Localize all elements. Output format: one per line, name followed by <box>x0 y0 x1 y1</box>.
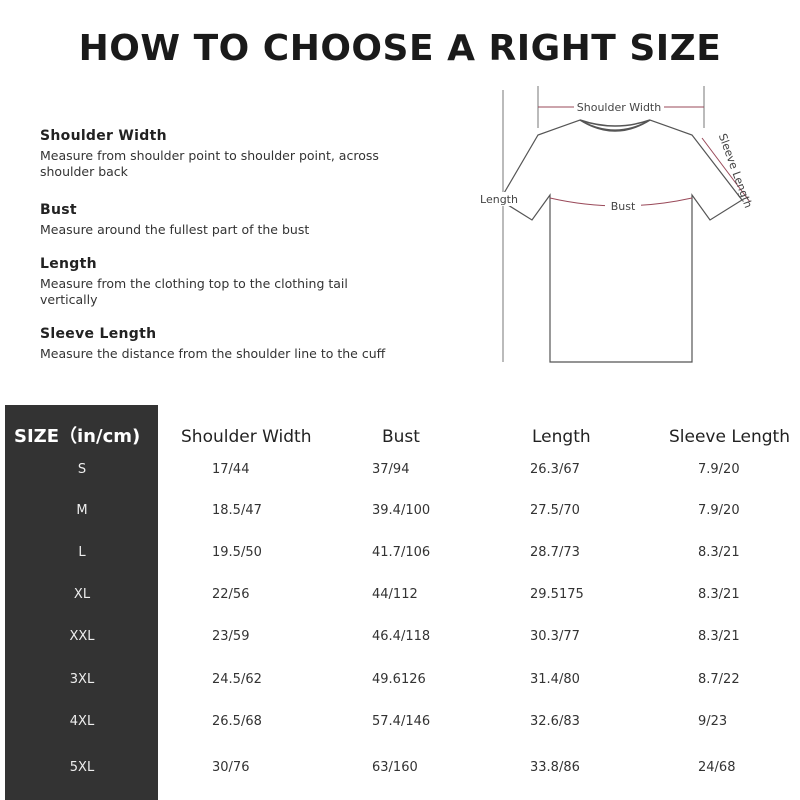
column-header: Sleeve Length <box>669 427 790 447</box>
size-label: XXL <box>69 629 95 644</box>
label-bg <box>605 199 641 213</box>
size-value: 37/94 <box>372 462 410 477</box>
guide-heading: Bust <box>40 202 77 218</box>
guide-text: Measure the distance from the shoulder l… <box>40 346 386 361</box>
size-value: 17/44 <box>212 462 250 477</box>
guide-item: Sleeve Length Measure the distance from t… <box>40 326 420 362</box>
size-label: XL <box>73 587 91 602</box>
size-label: L <box>78 545 86 560</box>
guide-item: Bust Measure around the fullest part of t… <box>40 202 420 238</box>
size-value: 8.3/21 <box>698 629 740 644</box>
size-value: 39.4/100 <box>372 503 431 518</box>
size-value: 7.9/20 <box>698 503 740 518</box>
size-value: 19.5/50 <box>212 545 262 560</box>
size-value: 26.3/67 <box>530 462 580 477</box>
size-value: 29.5175 <box>530 587 584 602</box>
size-value: 31.4/80 <box>530 672 580 687</box>
sleeve-line <box>701 137 751 203</box>
column-header: Shoulder Width <box>181 427 312 447</box>
column-header: Bust <box>382 427 420 447</box>
size-value: 63/160 <box>372 760 418 775</box>
size-value: 30.3/77 <box>530 629 580 644</box>
size-value: 23/59 <box>212 629 250 644</box>
guide-heading: Shoulder Width <box>40 128 167 144</box>
guide-item: Length Measure from the clothing top to t… <box>40 256 420 308</box>
tshirt-diagram: Shoulder Width Length Bust Sleeve Length <box>478 86 755 363</box>
size-value: 49.6126 <box>372 672 426 687</box>
column-header: Length <box>532 427 591 447</box>
size-value: 18.5/47 <box>212 503 262 518</box>
size-value: 8.3/21 <box>698 545 740 560</box>
size-label: 3XL <box>69 672 95 687</box>
guide-text: Measure from shoulder point to shoulder … <box>40 148 379 179</box>
size-value: 28.7/73 <box>530 545 580 560</box>
size-column-bg <box>5 405 158 800</box>
guide-text: Measure around the fullest part of the b… <box>40 222 310 237</box>
size-value: 8.3/21 <box>698 587 740 602</box>
size-label: S <box>77 462 87 477</box>
size-value: 32.6/83 <box>530 714 580 729</box>
size-value: 44/112 <box>372 587 418 602</box>
title: HOW TO CHOOSE A RIGHT SIZE <box>78 28 722 69</box>
diagram-label: Length <box>480 193 518 206</box>
collar <box>579 119 651 132</box>
size-value: 57.4/146 <box>372 714 431 729</box>
label-bg <box>574 99 664 115</box>
size-value: 24.5/62 <box>212 672 262 687</box>
size-value: 24/68 <box>698 760 736 775</box>
guide-heading: Sleeve Length <box>40 326 157 342</box>
column-header: SIZE（in/cm) <box>14 426 141 447</box>
size-value: 8.7/22 <box>698 672 740 687</box>
label-bg <box>478 192 520 206</box>
size-label: 5XL <box>69 760 95 775</box>
size-value: 22/56 <box>212 587 250 602</box>
diagram-label: Bust <box>611 200 636 213</box>
size-value: 46.4/118 <box>372 629 431 644</box>
size-value: 9/23 <box>698 714 728 729</box>
guide-item: Shoulder Width Measure from shoulder poin… <box>40 128 420 180</box>
size-value: 33.8/86 <box>530 760 580 775</box>
guide-text: Measure from the clothing top to the clo… <box>40 276 348 307</box>
size-value: 41.7/106 <box>372 545 431 560</box>
diagram-label: Shoulder Width <box>577 101 661 114</box>
size-label: 4XL <box>69 714 95 729</box>
guide-heading: Length <box>40 256 97 272</box>
size-value: 30/76 <box>212 760 250 775</box>
size-value: 27.5/70 <box>530 503 580 518</box>
size-label: M <box>76 503 88 518</box>
size-value: 26.5/68 <box>212 714 262 729</box>
size-value: 7.9/20 <box>698 462 740 477</box>
shirt-outline <box>499 119 743 363</box>
